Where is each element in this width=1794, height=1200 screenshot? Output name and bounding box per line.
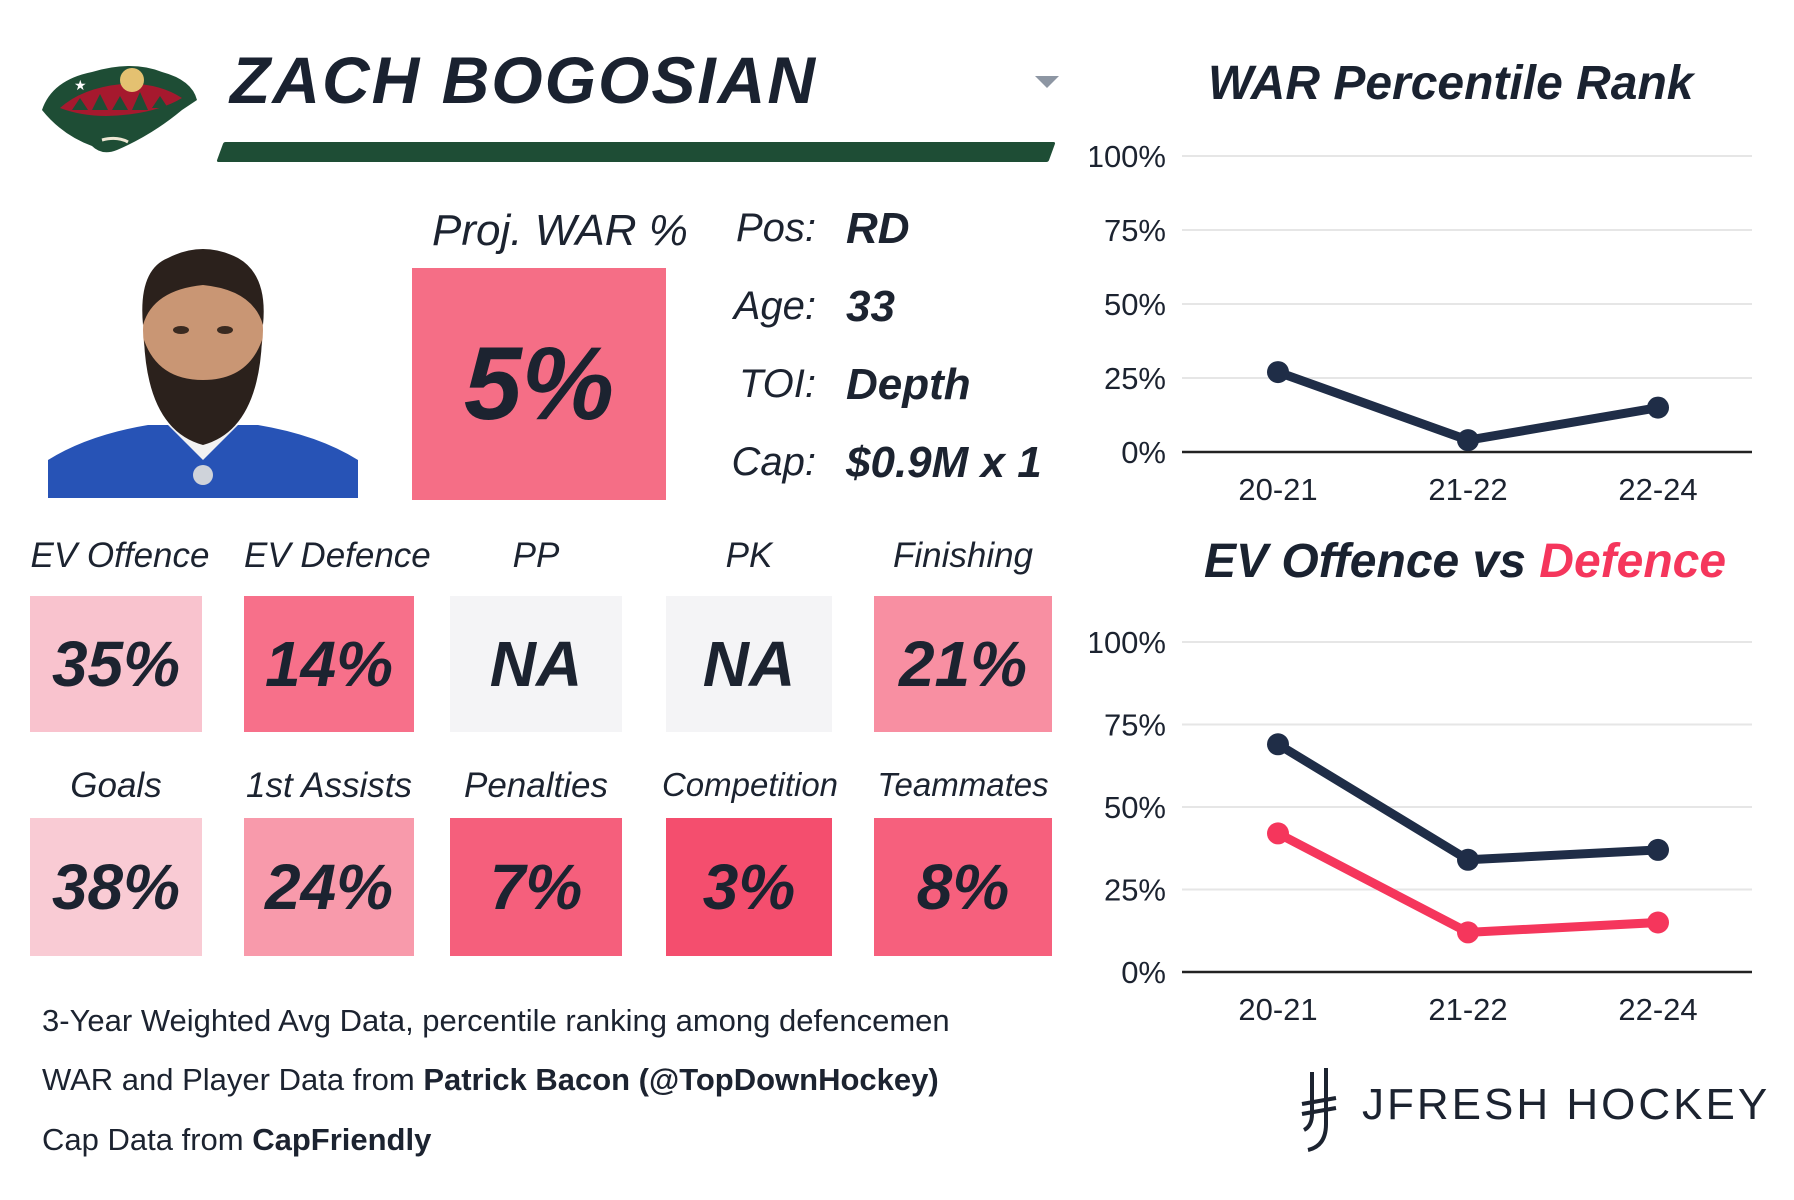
chart2: 0% 25% 50% 75% 100% 20-21 21-22 22-24 [1090, 625, 1752, 1027]
x-tick-label: 20-21 [1238, 472, 1317, 507]
stat-box-pp: NA [450, 596, 622, 732]
cap-label: Cap: [731, 440, 817, 484]
y-tick-label: 75% [1104, 708, 1166, 743]
age-label: Age: [733, 284, 816, 328]
footer-line-2-prefix: WAR and Player Data from [42, 1062, 424, 1097]
series-line [1273, 739, 1663, 865]
data-point [1267, 361, 1289, 384]
data-point [1267, 822, 1289, 845]
data-point [1457, 921, 1479, 944]
chart2-title-defence: Defence [1539, 535, 1727, 588]
proj-war-label: Proj. WAR % [432, 206, 688, 255]
stat-label-pk: PK [725, 536, 773, 575]
data-point [1267, 733, 1289, 756]
player-photo [48, 230, 358, 498]
stat-label-penalties: Penalties [464, 766, 608, 805]
y-tick-label: 0% [1121, 435, 1166, 470]
proj-war-value: 5% [412, 268, 666, 500]
x-tick-label: 21-22 [1428, 992, 1507, 1027]
y-tick-label: 100% [1090, 625, 1166, 660]
stat-box-goals: 38% [30, 818, 202, 956]
footer-line-1: 3-Year Weighted Avg Data, percentile ran… [42, 1003, 950, 1038]
stat-label-ev-offence: EV Offence [30, 536, 210, 575]
pos-label: Pos: [735, 206, 816, 250]
x-tick-label: 21-22 [1428, 472, 1507, 507]
svg-text:★: ★ [74, 77, 87, 93]
data-point [1647, 396, 1669, 419]
footer-line-2: WAR and Player Data from Patrick Bacon (… [42, 1062, 939, 1098]
stat-box-penalties: 7% [450, 818, 622, 956]
data-point [1647, 838, 1669, 861]
stat-label-teammates: Teammates [877, 766, 1049, 803]
stat-label-1st-assists: 1st Assists [246, 766, 412, 805]
series-line [1273, 828, 1663, 937]
stat-box-finishing: 21% [874, 596, 1052, 732]
data-point [1457, 429, 1479, 452]
stat-box-ev-offence: 35% [30, 596, 202, 732]
stat-box-competition: 3% [666, 818, 832, 956]
y-tick-label: 50% [1104, 287, 1166, 322]
stat-label-goals: Goals [70, 766, 162, 805]
chart1: 0% 25% 50% 75% 100% 20-21 21-22 22-24 [1090, 140, 1752, 507]
stat-label-competition: Competition [661, 766, 839, 803]
y-tick-label: 75% [1104, 213, 1166, 248]
toi-label: TOI: [738, 362, 816, 406]
footer-line-3-source: CapFriendly [252, 1122, 432, 1157]
toi-value: Depth [846, 360, 971, 409]
chart2-title: EV Offence vs Defence [1204, 534, 1726, 589]
y-tick-label: 100% [1090, 140, 1166, 174]
team-logo: ★ [42, 66, 197, 153]
y-tick-label: 25% [1104, 873, 1166, 908]
stat-label-finishing: Finishing [892, 536, 1034, 575]
footer-line-2-source: Patrick Bacon (@TopDownHockey) [423, 1062, 939, 1097]
age-value: 33 [846, 282, 895, 331]
x-tick-label: 22-24 [1618, 992, 1697, 1027]
stat-box-pk: NA [666, 596, 832, 732]
y-tick-label: 50% [1104, 790, 1166, 825]
stat-box-teammates: 8% [874, 818, 1052, 956]
y-tick-label: 25% [1104, 361, 1166, 396]
x-tick-label: 20-21 [1238, 992, 1317, 1027]
cap-value: $0.9M x 1 [846, 438, 1042, 487]
footer-line-3-prefix: Cap Data from [42, 1122, 253, 1157]
chart1-title: WAR Percentile Rank [1208, 57, 1694, 110]
stat-box-1st-assists: 24% [244, 818, 414, 956]
stat-label-ev-defence: EV Defence [244, 536, 431, 575]
pos-value: RD [846, 204, 910, 253]
data-point [1457, 848, 1479, 871]
dropdown-caret-icon[interactable] [1035, 76, 1059, 88]
team-color-bar [216, 142, 1056, 162]
brand-name: JFRESH HOCKEY [1362, 1080, 1771, 1129]
chart2-title-offence: EV Offence vs [1204, 535, 1540, 588]
stat-box-ev-defence: 14% [244, 596, 414, 732]
x-tick-label: 22-24 [1618, 472, 1697, 507]
data-point [1647, 911, 1669, 934]
footer-line-3: Cap Data from CapFriendly [42, 1122, 431, 1158]
brand-logo-icon [1301, 1068, 1337, 1152]
stat-label-pp: PP [512, 536, 560, 575]
player-name: ZACH BOGOSIAN [230, 43, 817, 117]
y-tick-label: 0% [1121, 955, 1166, 990]
